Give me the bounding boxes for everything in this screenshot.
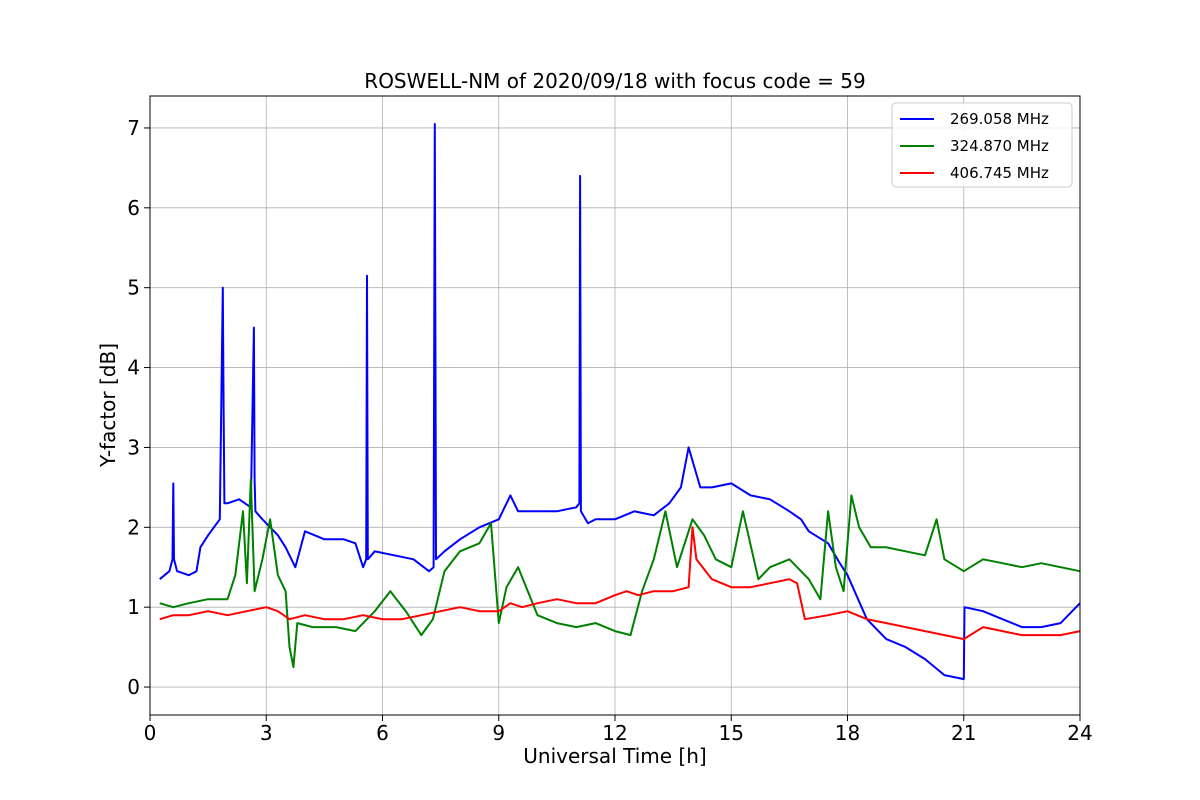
legend-label: 324.870 MHz: [950, 137, 1049, 155]
series-lines: [159, 123, 1081, 681]
x-tick-label: 12: [602, 721, 627, 745]
series-line-3: [159, 526, 1081, 641]
x-tick-label: 6: [376, 721, 389, 745]
series-line-1: [159, 123, 1081, 681]
y-axis-ticks: 0 1 2 3 4 5 6 7: [127, 116, 150, 699]
series-line-2: [159, 478, 1081, 669]
x-tick-label: 21: [951, 721, 976, 745]
y-tick-label: 5: [127, 276, 140, 300]
x-axis-label: Universal Time [h]: [523, 744, 706, 768]
y-tick-label: 1: [127, 595, 140, 619]
legend-label: 269.058 MHz: [950, 110, 1049, 128]
x-tick-label: 3: [260, 721, 273, 745]
y-tick-label: 0: [127, 675, 140, 699]
legend: 269.058 MHz 324.870 MHz 406.745 MHz: [891, 102, 1073, 188]
x-tick-label: 15: [719, 721, 744, 745]
x-tick-label: 9: [492, 721, 505, 745]
legend-label: 406.745 MHz: [950, 164, 1049, 182]
y-tick-label: 6: [127, 196, 140, 220]
y-tick-label: 3: [127, 435, 140, 459]
chart-title: ROSWELL-NM of 2020/09/18 with focus code…: [364, 69, 865, 93]
x-tick-label: 0: [144, 721, 157, 745]
y-tick-label: 4: [127, 356, 140, 380]
y-tick-label: 7: [127, 116, 140, 140]
y-tick-label: 2: [127, 515, 140, 539]
x-axis-ticks: 0 3 6 9 12 15 18 21 24: [144, 715, 1093, 745]
y-axis-label: Y-factor [dB]: [96, 343, 120, 468]
x-tick-label: 24: [1067, 721, 1092, 745]
legend-box: [891, 102, 1073, 188]
x-tick-label: 18: [835, 721, 860, 745]
